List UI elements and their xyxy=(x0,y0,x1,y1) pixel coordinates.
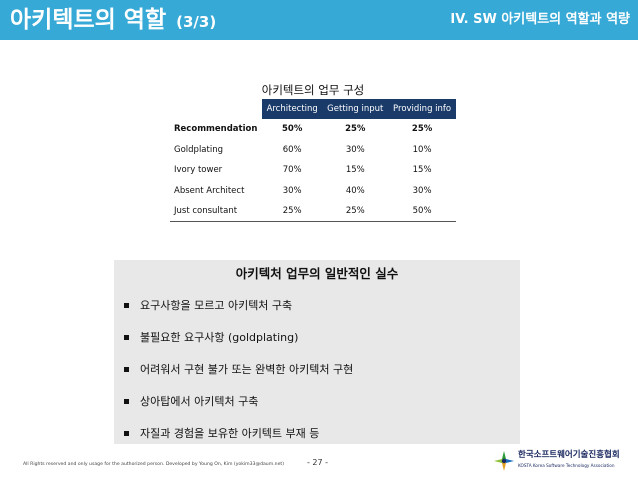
mistakes-panel: 아키텍처 업무의 일반적인 실수 요구사항을 모르고 아키텍처 구축 불필요한 … xyxy=(114,260,520,444)
list-item: 상아탑에서 아키텍처 구축 xyxy=(124,390,353,414)
bullet-icon xyxy=(124,303,129,308)
table-cell: 30% xyxy=(282,185,302,196)
table-cell: 30% xyxy=(412,185,432,196)
row-label: Absent Architect xyxy=(174,185,245,196)
kosta-logo: 한국소프트웨어기술진흥협회 KOSTA Korea Software Techn… xyxy=(492,449,632,475)
role-table: Architecting Getting input Providing inf… xyxy=(170,99,456,222)
list-item-text: 상아탑에서 아키텍처 구축 xyxy=(140,395,259,408)
kosta-logo-icon xyxy=(494,451,514,471)
table-row: Absent Architect 30% 40% 30% xyxy=(170,181,456,202)
mistakes-title: 아키텍처 업무의 일반적인 실수 xyxy=(235,266,399,281)
page-indicator: (3/3) xyxy=(176,13,217,31)
column-header: Architecting xyxy=(262,99,323,119)
list-item-text: 요구사항을 모르고 아키텍처 구축 xyxy=(140,299,293,312)
copyright-note: All Rights reserved and only usage for t… xyxy=(23,462,284,467)
list-item: 요구사항을 모르고 아키텍처 구축 xyxy=(124,294,353,318)
bullet-icon xyxy=(124,399,129,404)
table-cell: 50% xyxy=(282,124,303,135)
row-label: Recommendation xyxy=(174,124,258,135)
list-item-text: 불필요한 요구사항 (goldplating) xyxy=(140,331,299,344)
bullet-icon xyxy=(124,335,129,340)
table-corner-cell xyxy=(170,99,262,119)
section-title: IV. SW 아키텍트의 역할과 역량 xyxy=(450,12,630,27)
table-caption: 아키텍트의 업무 구성 xyxy=(261,83,365,97)
table-cell: 50% xyxy=(388,201,456,222)
row-label: Just consultant xyxy=(170,201,262,222)
table-cell: 60% xyxy=(282,144,302,155)
table-header-row: Architecting Getting input Providing inf… xyxy=(170,99,456,119)
page-title-text: 아키텍트의 역할 xyxy=(10,7,167,33)
table-cell: 25% xyxy=(411,124,433,135)
page-title: 아키텍트의 역할 (3/3) xyxy=(10,6,216,34)
bullet-icon xyxy=(124,367,129,372)
table-cell: 25% xyxy=(262,201,323,222)
header-bar: 아키텍트의 역할 (3/3) IV. SW 아키텍트의 역할과 역량 xyxy=(0,0,638,40)
table-cell: 10% xyxy=(412,144,432,155)
table-cell: 15% xyxy=(345,165,365,176)
column-header: Getting input xyxy=(322,99,389,119)
table-cell: 25% xyxy=(345,124,366,135)
table-row: Goldplating 60% 30% 10% xyxy=(170,140,456,161)
list-item: 어려워서 구현 불가 또는 완벽한 아키텍처 구현 xyxy=(124,358,353,382)
list-item: 자질과 경험을 보유한 아키텍트 부재 등 xyxy=(124,422,353,446)
table-cell: 40% xyxy=(345,185,365,196)
table-cell: 30% xyxy=(345,144,365,155)
page-number: - 27 - xyxy=(307,458,329,467)
table-row: Just consultant 25% 25% 50% xyxy=(170,201,456,222)
mistakes-list: 요구사항을 모르고 아키텍처 구축 불필요한 요구사항 (goldplating… xyxy=(124,294,353,454)
row-label: Goldplating xyxy=(174,144,223,155)
bullet-icon xyxy=(124,431,129,436)
list-item-text: 자질과 경험을 보유한 아키텍트 부재 등 xyxy=(140,427,320,440)
logo-name-english: KOSTA Korea Software Technology Associat… xyxy=(518,463,615,468)
list-item-text: 어려워서 구현 불가 또는 완벽한 아키텍처 구현 xyxy=(140,363,354,376)
table-row: Ivory tower 70% 15% 15% xyxy=(170,160,456,181)
row-label: Ivory tower xyxy=(174,165,223,176)
table-row: Recommendation 50% 25% 25% xyxy=(170,119,456,140)
list-item: 불필요한 요구사항 (goldplating) xyxy=(124,326,353,350)
table-cell: 15% xyxy=(412,165,432,176)
table-cell: 70% xyxy=(282,165,302,176)
table-cell: 25% xyxy=(322,201,389,222)
column-header: Providing info xyxy=(388,99,456,119)
logo-name-korean: 한국소프트웨어기술진흥협회 xyxy=(518,450,620,460)
